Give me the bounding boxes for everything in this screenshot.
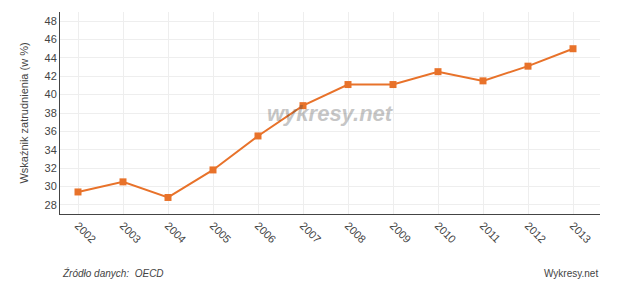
svg-text:2003: 2003 (118, 220, 144, 246)
svg-text:34: 34 (45, 144, 57, 156)
svg-text:46: 46 (45, 33, 57, 45)
svg-text:2009: 2009 (388, 220, 414, 246)
svg-text:44: 44 (45, 52, 57, 64)
svg-text:2008: 2008 (343, 220, 369, 246)
svg-text:2013: 2013 (568, 220, 594, 246)
svg-text:32: 32 (45, 162, 57, 174)
svg-text:2010: 2010 (433, 220, 459, 246)
svg-text:2007: 2007 (298, 220, 324, 246)
svg-text:2004: 2004 (163, 220, 189, 246)
svg-text:42: 42 (45, 70, 57, 82)
svg-text:28: 28 (45, 199, 57, 211)
svg-text:30: 30 (45, 180, 57, 192)
svg-text:Źródło danych: OECD: Źródło danych: OECD (62, 267, 164, 279)
svg-text:2002: 2002 (73, 220, 99, 246)
svg-text:2005: 2005 (208, 220, 234, 246)
svg-text:Wskaźnik zatrudnienia (w %): Wskaźnik zatrudnienia (w %) (18, 42, 30, 183)
svg-text:wykresy.net: wykresy.net (267, 101, 394, 126)
svg-text:2011: 2011 (478, 220, 503, 245)
svg-text:2006: 2006 (253, 220, 279, 246)
svg-text:48: 48 (45, 15, 57, 27)
svg-text:36: 36 (45, 125, 57, 137)
svg-text:38: 38 (45, 107, 57, 119)
svg-text:40: 40 (45, 88, 57, 100)
svg-text:2012: 2012 (523, 220, 549, 246)
svg-text:Wykresy.net: Wykresy.net (544, 268, 598, 279)
